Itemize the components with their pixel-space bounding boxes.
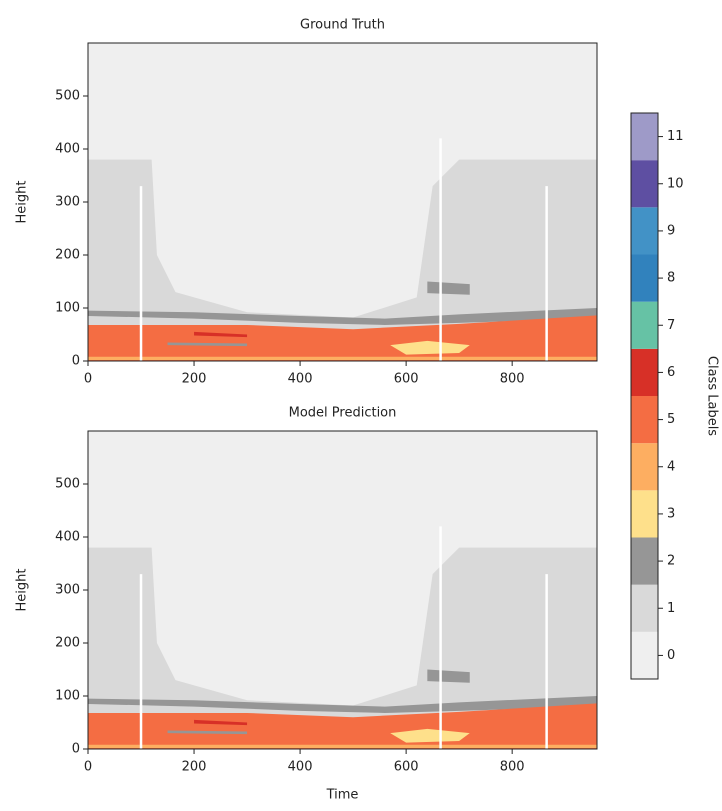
colorbar-swatch [631,631,658,679]
y-tick-label: 300 [55,195,80,210]
y-tick-label: 300 [55,583,80,598]
colorbar-swatch [631,584,658,632]
y-tick-label: 500 [55,477,80,492]
class-region [88,703,597,749]
y-tick-label: 500 [55,89,80,104]
y-tick-label: 100 [55,689,80,704]
class-region [88,308,597,325]
class-region [167,730,248,735]
colorbar-swatch [631,490,658,538]
panel-title: Model Prediction [289,406,397,421]
colorbar-tick-label: 5 [667,412,675,427]
colorbar-tick-label: 9 [667,223,675,238]
x-tick-label: 400 [288,372,313,387]
x-tick-label: 600 [394,760,419,775]
colorbar-swatch [631,301,658,349]
y-tick-label: 0 [72,354,80,369]
colorbar-swatch [631,396,658,444]
class-region [88,159,597,361]
class-region [427,281,470,295]
colorbar-swatch [631,160,658,208]
x-tick-label: 0 [84,760,92,775]
y-tick-label: 100 [55,301,80,316]
class-region [88,315,597,361]
class-region [194,331,248,338]
class-region [88,547,597,749]
y-tick-label: 400 [55,530,80,545]
class-region [167,342,248,347]
x-tick-label: 800 [500,760,525,775]
colorbar-swatch [631,537,658,585]
x-tick-label: 800 [500,372,525,387]
y-tick-label: 0 [72,742,80,757]
x-tick-label: 400 [288,760,313,775]
y-tick-label: 200 [55,636,80,651]
colorbar-frame [630,112,659,680]
colorbar-tick-label: 4 [667,459,675,474]
x-tick-label: 200 [182,372,207,387]
class-region [390,728,470,743]
y-axis-label: Height [15,569,30,612]
class-region [88,696,597,713]
x-tick-label: 600 [394,372,419,387]
colorbar-swatch [631,443,658,491]
heatmap-panel [88,431,597,749]
colorbar-swatch [631,348,658,396]
x-axis-label: Time [326,788,359,803]
colorbar-tick-label: 3 [667,506,675,521]
colorbar-swatch [631,113,658,161]
class-region [390,340,470,355]
class-region [88,356,597,360]
y-axis-label: Height [15,181,30,224]
colorbar-label: Class Labels [705,356,720,436]
colorbar-swatch [631,207,658,255]
y-tick-label: 200 [55,248,80,263]
x-tick-label: 0 [84,372,92,387]
colorbar-tick-label: 10 [667,176,684,191]
class-region [88,744,597,748]
colorbar-tick-label: 2 [667,554,675,569]
colorbar-swatch [631,254,658,302]
colorbar-tick-label: 7 [667,318,675,333]
colorbar-tick-label: 1 [667,601,675,616]
colorbar-tick-label: 0 [667,648,675,663]
class-region [194,719,248,726]
colorbar-tick-label: 11 [667,129,684,144]
y-tick-label: 400 [55,142,80,157]
class-region [427,669,470,683]
x-tick-label: 200 [182,760,207,775]
colorbar-tick-label: 6 [667,365,675,380]
colorbar-tick-label: 8 [667,271,675,286]
panel-title: Ground Truth [300,18,385,33]
heatmap-panel [88,43,597,361]
